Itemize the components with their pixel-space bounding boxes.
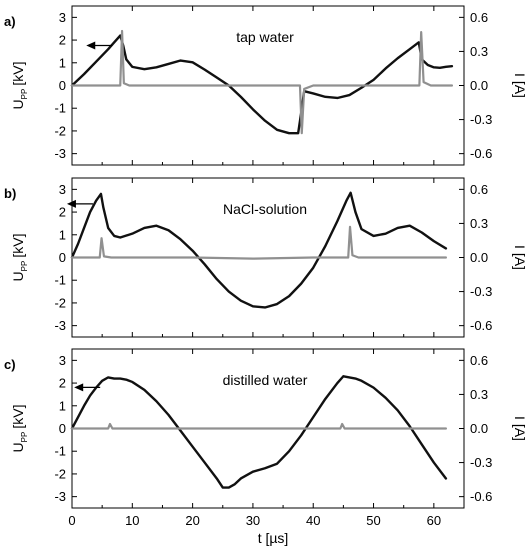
y-left-tick-label: 1 xyxy=(59,227,66,242)
y-right-tick-label: 0.3 xyxy=(470,387,488,402)
y-left-axis-title: UPP [kV] xyxy=(10,62,29,110)
panel-annotation: tap water xyxy=(236,29,294,45)
y-right-tick-label: 0.0 xyxy=(470,250,488,265)
panel-annotation: distilled water xyxy=(223,372,308,388)
y-left-tick-label: -2 xyxy=(54,466,66,481)
y-left-tick-label: -3 xyxy=(54,146,66,161)
y-left-tick-label: 1 xyxy=(59,398,66,413)
series-voltage xyxy=(70,34,454,135)
x-tick-label: 20 xyxy=(185,513,199,528)
y-left-title-unit: [kV] xyxy=(10,62,26,86)
x-tick-label: 0 xyxy=(68,513,75,528)
y-right-tick-label: 0.6 xyxy=(470,10,488,25)
y-left-tick-label: -1 xyxy=(54,444,66,459)
y-left-title-unit: [kV] xyxy=(10,234,26,258)
y-left-tick-label: -3 xyxy=(54,318,66,333)
y-right-axis-title: I [A] xyxy=(512,73,528,98)
series-current xyxy=(70,29,454,135)
y-right-tick-label: 0.0 xyxy=(470,421,488,436)
y-right-tick-label: 0.3 xyxy=(470,44,488,59)
x-tick-label: 10 xyxy=(125,513,139,528)
y-left-tick-label: 3 xyxy=(59,353,66,368)
x-tick-label: 40 xyxy=(306,513,320,528)
y-left-tick-label: -2 xyxy=(54,295,66,310)
y-left-tick-label: -1 xyxy=(54,101,66,116)
y-left-tick-label: 0 xyxy=(59,421,66,436)
arrow-head-icon xyxy=(66,199,76,208)
y-left-tick-label: 2 xyxy=(59,376,66,391)
panel-label: b) xyxy=(4,186,16,201)
series-voltage xyxy=(70,191,448,309)
y-left-title-main: U xyxy=(10,271,26,281)
y-left-tick-label: -2 xyxy=(54,123,66,138)
y-right-tick-label: -0.3 xyxy=(470,455,492,470)
arrow-head-icon xyxy=(86,41,96,50)
y-right-tick-label: 0.6 xyxy=(470,182,488,197)
y-left-tick-label: -3 xyxy=(54,489,66,504)
y-left-tick-label: 3 xyxy=(59,182,66,197)
x-axis-title: t [µs] xyxy=(258,530,289,546)
series-current xyxy=(70,225,448,260)
y-left-tick-label: 1 xyxy=(59,55,66,70)
x-tick-label: 30 xyxy=(246,513,260,528)
y-left-tick-label: 2 xyxy=(59,205,66,220)
y-left-tick-label: 2 xyxy=(59,33,66,48)
y-right-axis-title: I [A] xyxy=(512,245,528,270)
panel-label: c) xyxy=(4,357,16,372)
x-tick-label: 50 xyxy=(366,513,380,528)
y-left-title-main: U xyxy=(10,99,26,109)
panel-label: a) xyxy=(4,14,16,29)
y-right-tick-label: -0.3 xyxy=(470,284,492,299)
panel-2: 3 2 1 0 -1 -2 -3 0.6 0.3 0.0 -0.3 -0.6 b) UPP [kV] I [A… xyxy=(4,177,528,338)
y-right-tick-label: -0.6 xyxy=(470,489,492,504)
y-left-axis-title: UPP [kV] xyxy=(10,405,29,453)
y-right-tick-label: -0.3 xyxy=(470,112,492,127)
y-left-axis-title: UPP [kV] xyxy=(10,234,29,282)
panel-3: 0 10 20 30 40 50 603210-1-2-30.60.30.0-0.3-0.6… xyxy=(4,348,528,546)
y-left-title-sub: PP xyxy=(20,432,29,443)
panel-annotation: NaCl-solution xyxy=(223,201,307,217)
y-left-tick-label: 0 xyxy=(59,250,66,265)
y-left-tick-label: 0 xyxy=(59,78,66,93)
series-current xyxy=(70,422,448,430)
y-left-title-sub: PP xyxy=(20,89,29,100)
y-right-tick-label: -0.6 xyxy=(470,146,492,161)
y-left-tick-label: 3 xyxy=(59,10,66,25)
y-left-title-main: U xyxy=(10,442,26,452)
y-left-tick-label: -1 xyxy=(54,273,66,288)
arrow-head-icon xyxy=(74,383,84,392)
y-right-axis-title: I [A] xyxy=(512,416,528,441)
y-left-title-unit: [kV] xyxy=(10,405,26,429)
y-right-tick-label: 0.3 xyxy=(470,216,488,231)
y-left-title-sub: PP xyxy=(20,261,29,272)
y-right-tick-label: 0.0 xyxy=(470,78,488,93)
series-voltage xyxy=(70,375,448,489)
y-right-tick-label: -0.6 xyxy=(470,318,492,333)
x-tick-label: 60 xyxy=(427,513,441,528)
panel-1: 3 2 1 0 -1 -2 -3 0.6 0.3 0.0 -0.3 -0.6 a) UPP [kV] I [A… xyxy=(4,5,528,166)
y-right-tick-label: 0.6 xyxy=(470,353,488,368)
